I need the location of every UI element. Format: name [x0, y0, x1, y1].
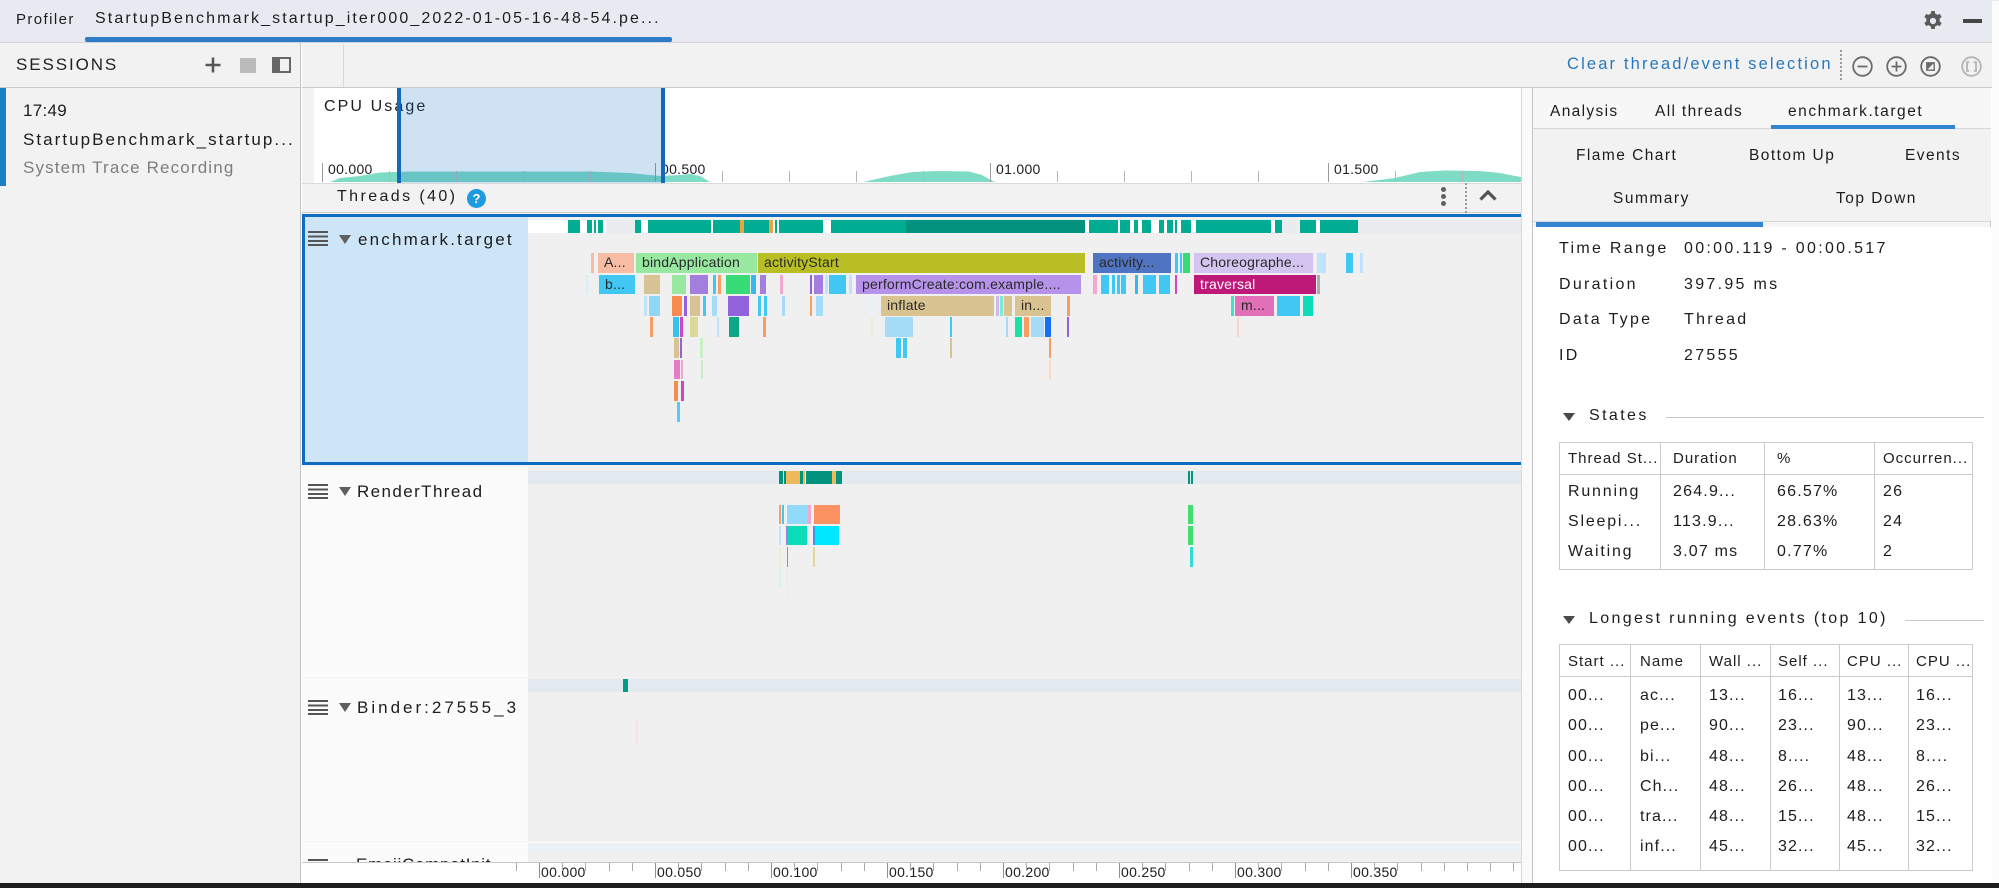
- svg-text:?: ?: [473, 191, 481, 206]
